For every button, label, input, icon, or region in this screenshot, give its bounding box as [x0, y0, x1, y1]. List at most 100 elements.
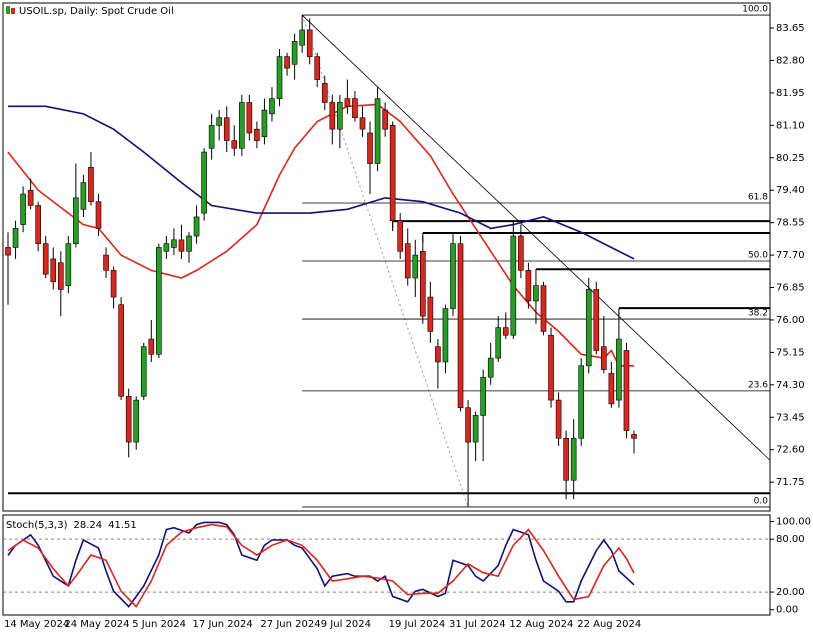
candle-body	[487, 357, 494, 378]
candle-body	[110, 270, 117, 298]
y-tick-label: 73.45	[776, 412, 805, 423]
candle-body	[457, 243, 464, 409]
y-tick-label: 100.00	[776, 517, 811, 528]
candle-body	[178, 239, 185, 252]
candle-body	[397, 220, 403, 252]
trendline	[301, 14, 770, 461]
x-tick-label: 5 Jun 2024	[132, 619, 186, 630]
candle-body	[570, 437, 577, 481]
candle-body	[548, 334, 554, 401]
candle-body	[171, 239, 177, 248]
candle-body	[314, 56, 321, 80]
candle-body	[389, 125, 396, 222]
candle-body	[525, 270, 532, 302]
candle-body	[223, 117, 230, 141]
candle-body	[299, 29, 305, 46]
candle-body	[616, 338, 622, 401]
candle-body	[208, 125, 215, 149]
candle-body	[435, 346, 441, 363]
y-tick-label: 74.30	[776, 380, 805, 391]
candle-body	[186, 235, 192, 252]
y-tick-label: 76.85	[776, 283, 805, 294]
candle-body	[593, 289, 600, 351]
x-tick-label: 31 Jul 2024	[449, 619, 506, 630]
stoch-plot	[3, 521, 770, 608]
candle-body	[631, 434, 637, 439]
candle-body	[133, 399, 140, 443]
candle-body	[367, 132, 373, 164]
candle-body	[321, 83, 328, 103]
candle-body	[65, 243, 72, 286]
candle-body	[50, 258, 57, 283]
y-tick-label: 75.15	[776, 347, 805, 358]
x-tick-label: 9 Jul 2024	[321, 619, 371, 630]
candle-body	[57, 262, 64, 290]
candle-body	[540, 285, 547, 332]
moving-average	[8, 105, 635, 260]
candle-body	[95, 201, 102, 229]
fib-diagonal	[301, 14, 469, 508]
candle-body	[502, 327, 509, 336]
moving-average	[7, 103, 634, 367]
candle-body	[163, 243, 170, 252]
stoch-value: 41.51	[108, 520, 137, 531]
candle-body	[246, 102, 253, 134]
candle-body	[601, 346, 607, 370]
candle-body	[352, 98, 358, 119]
candle-body	[88, 167, 94, 202]
candle-body	[344, 98, 351, 107]
y-tick-label: 78.55	[776, 218, 805, 229]
y-tick-label: 77.70	[776, 250, 805, 261]
candle-body	[442, 308, 449, 363]
candle-body	[623, 350, 630, 431]
y-tick-label: 71.75	[776, 477, 805, 488]
fib-label: 0.0	[754, 496, 769, 506]
chart-title: USOIL.sp, Daily: Spot Crude Oil	[19, 6, 174, 17]
fib-label: 61.8	[748, 192, 768, 202]
candle-body	[35, 205, 41, 244]
candle-body	[337, 102, 343, 130]
stoch-line	[7, 521, 635, 608]
y-tick-label: 76.00	[776, 315, 805, 326]
main-plot	[5, 14, 770, 508]
candle-body	[585, 289, 592, 367]
candle-body	[231, 140, 238, 149]
x-tick-label: 24 May 2024	[64, 619, 129, 630]
x-tick-label: 12 Aug 2024	[509, 619, 573, 630]
candle-body	[156, 247, 162, 355]
candle-body	[420, 250, 426, 317]
candle-body	[27, 189, 34, 206]
x-tick-label: 22 Aug 2024	[577, 619, 641, 630]
candle-body	[239, 102, 245, 149]
symbol-icon	[6, 6, 15, 14]
y-tick-label: 81.95	[776, 88, 805, 99]
candle-body	[254, 128, 260, 141]
candle-body	[404, 243, 411, 279]
candle-body	[125, 395, 132, 443]
fib-label: 100.0	[742, 5, 768, 15]
y-tick-label: 20.00	[776, 587, 805, 598]
y-tick-label: 80.00	[776, 534, 805, 545]
candle-body	[193, 216, 200, 237]
y-tick-label: 0.00	[776, 605, 798, 616]
candle-body	[555, 399, 562, 439]
fib-label: 23.6	[748, 380, 768, 390]
candle-body	[472, 415, 479, 443]
x-tick-label: 27 Jun 2024	[260, 619, 320, 630]
candle-body	[42, 243, 49, 275]
candle-body	[20, 193, 26, 225]
candle-body	[450, 243, 456, 309]
candle-body	[359, 117, 366, 130]
candle-body	[80, 182, 87, 210]
y-tick-label: 72.60	[776, 445, 805, 456]
axes: 83.65 82.80 81.95 81.10 80.25 79.40 78.55 77.70…	[4, 23, 811, 630]
stoch-value: 28.24	[73, 520, 102, 531]
fib-label: 38.2	[748, 309, 768, 319]
candle-body	[329, 102, 336, 130]
candle-body	[578, 365, 585, 439]
x-tick-label: 19 Jul 2024	[389, 619, 446, 630]
candle-body	[269, 98, 275, 115]
candle-body	[276, 56, 283, 99]
candle-body	[140, 346, 147, 397]
y-tick-label: 80.25	[776, 153, 805, 164]
